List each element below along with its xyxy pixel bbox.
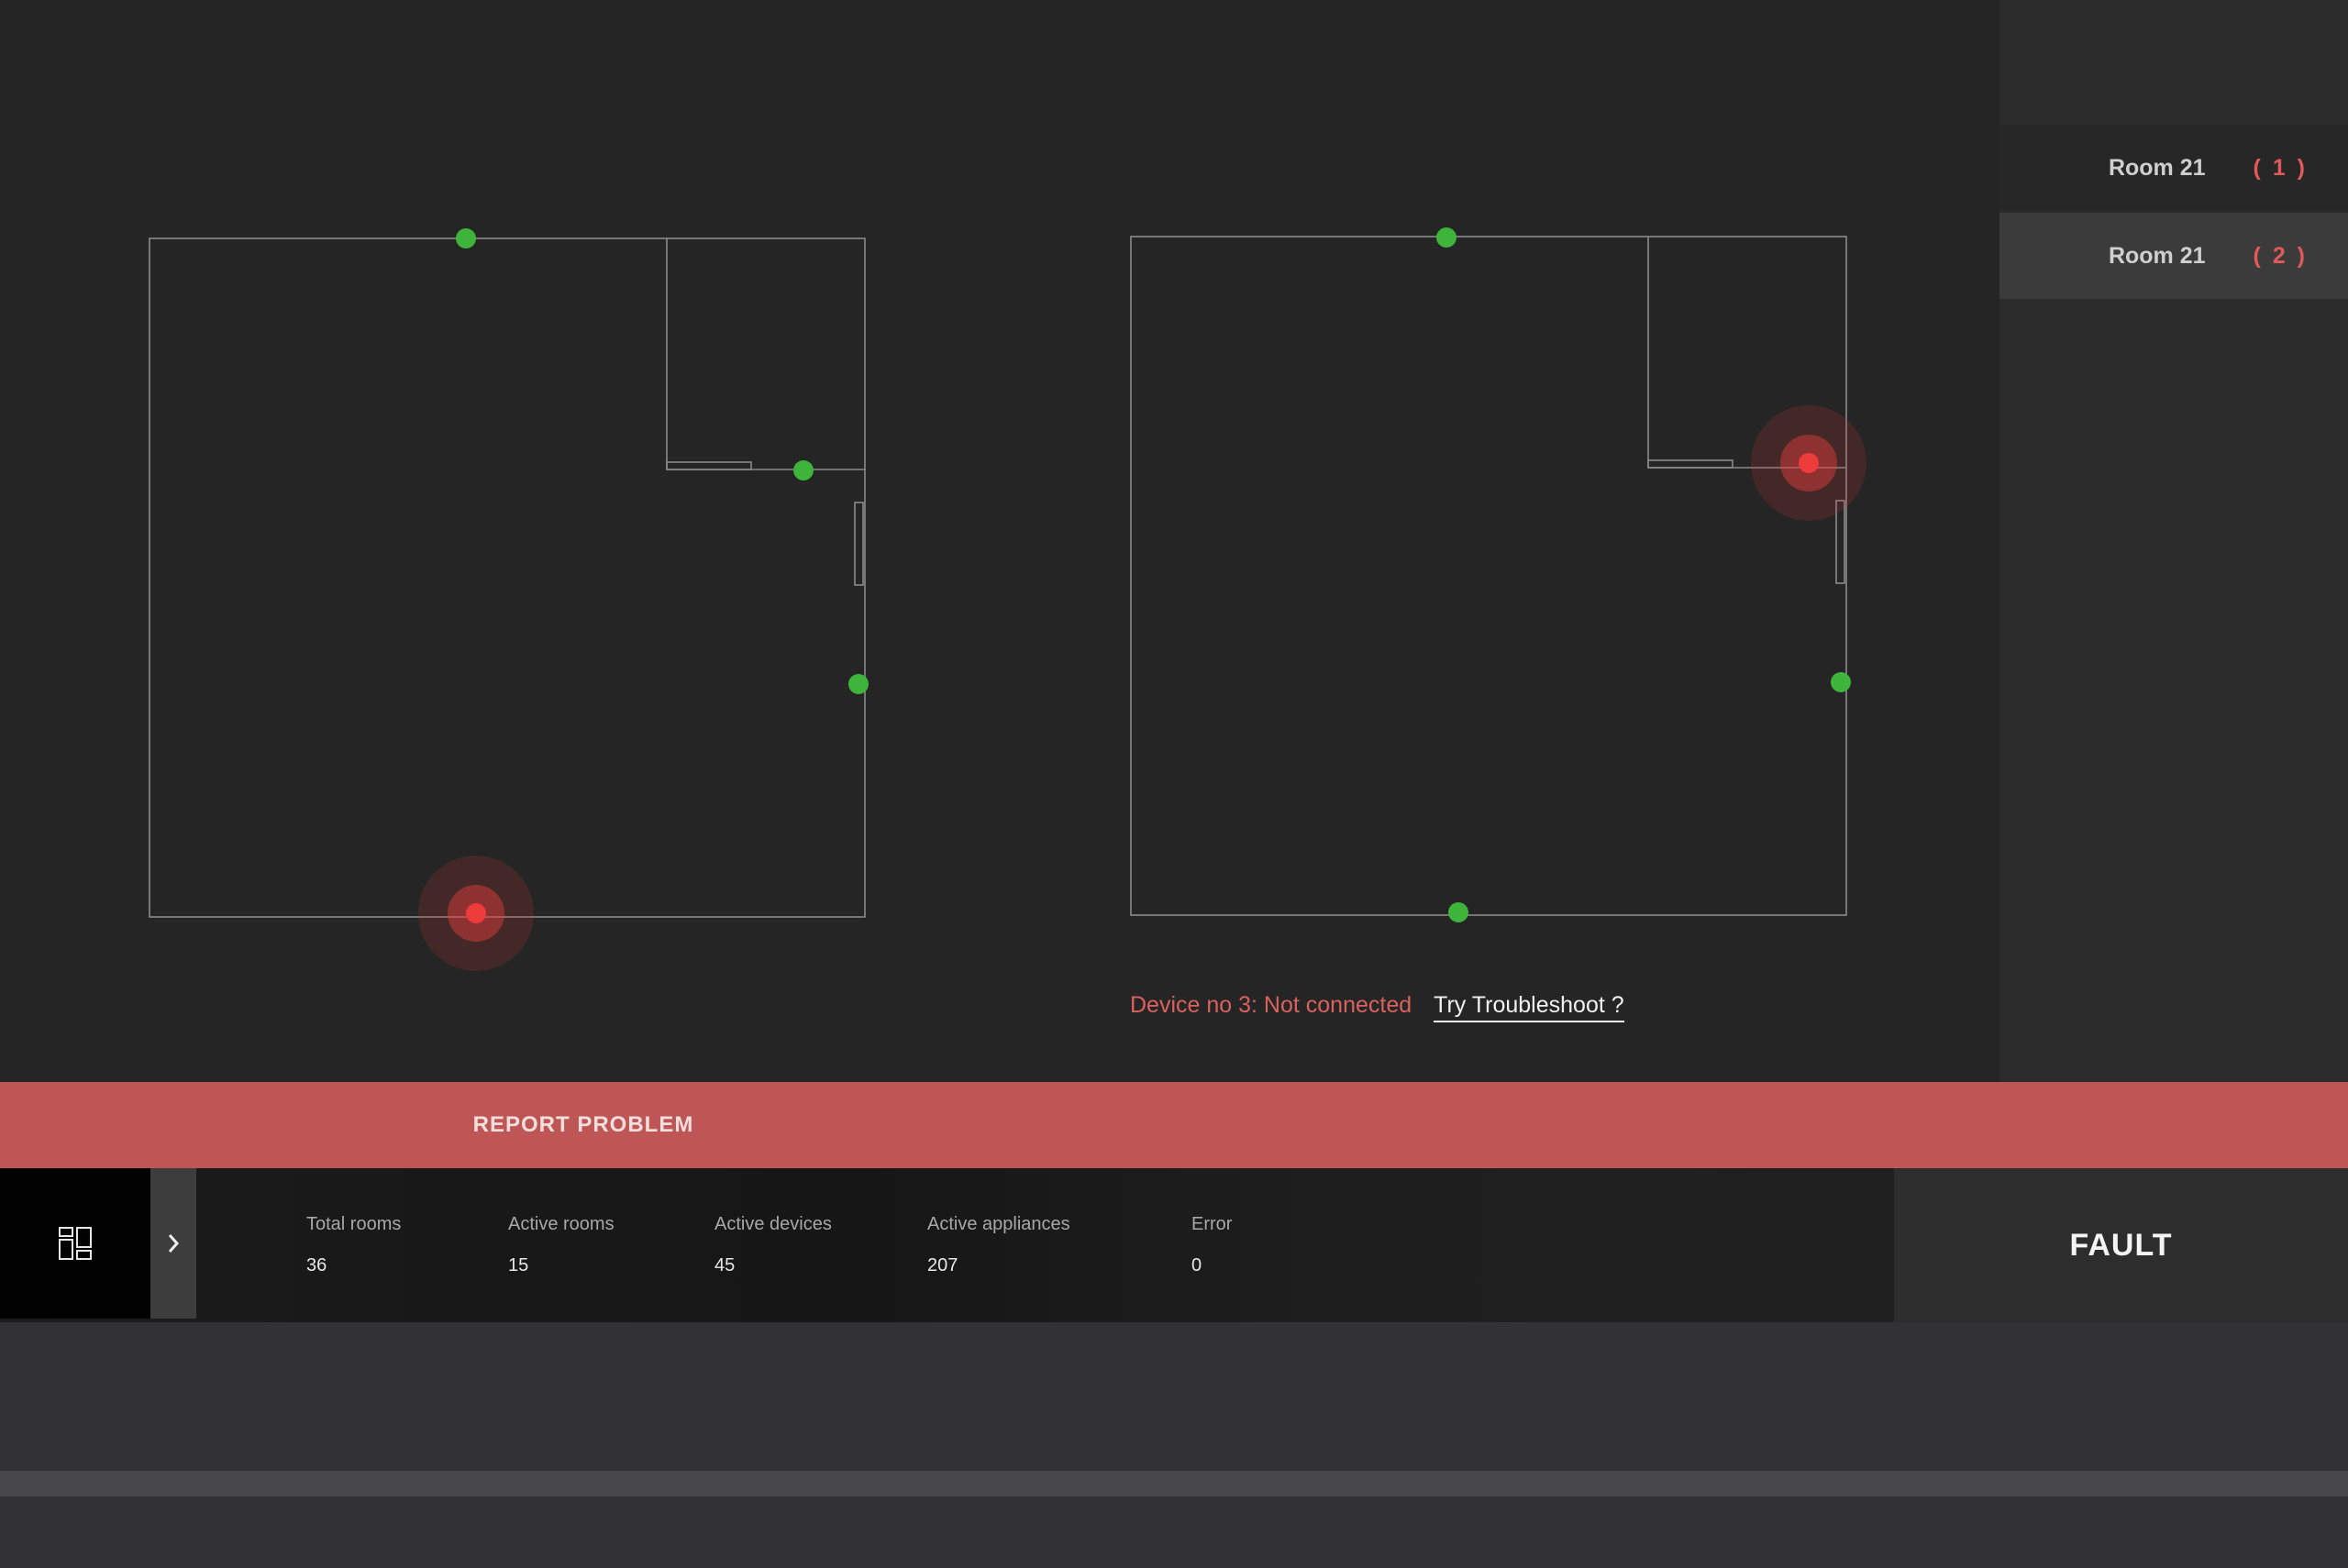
device-connected-dot[interactable]	[1436, 227, 1456, 248]
window-frame	[854, 502, 864, 586]
stat-value: 36	[306, 1255, 327, 1275]
stat-label: Active devices	[714, 1214, 832, 1234]
chevron-right-icon	[168, 1234, 180, 1253]
stat-active-rooms: Active rooms 15	[508, 1214, 615, 1276]
stat-active-appliances: Active appliances 207	[927, 1214, 1070, 1276]
stats-bar: Total rooms 36 Active rooms 15 Active de…	[0, 1168, 1894, 1322]
room-name: Room 21	[2108, 242, 2206, 269]
stat-total-rooms: Total rooms 36	[306, 1214, 401, 1276]
fault-status-badge: FAULT	[1894, 1168, 2348, 1322]
divider-strip	[0, 1471, 2348, 1496]
room-alert-count: ( 1 )	[2253, 154, 2308, 181]
dashboard-grid-icon	[59, 1227, 92, 1260]
door-frame	[1647, 459, 1733, 469]
room-name: Room 21	[2108, 154, 2206, 181]
stat-label: Total rooms	[306, 1214, 402, 1234]
room-outline	[149, 237, 866, 918]
room-outline	[1130, 236, 1847, 916]
device-status-line: Device no 3: Not connected Try Troublesh…	[1130, 992, 1624, 1022]
stat-value: 0	[1191, 1255, 1202, 1275]
stat-value: 15	[508, 1255, 529, 1275]
window-frame	[1835, 500, 1845, 584]
report-problem-button[interactable]: REPORT PROBLEM	[0, 1082, 2348, 1168]
floorplan-canvas: Device no 3: Not connected Try Troublesh…	[0, 0, 1999, 1082]
device-connected-dot[interactable]	[848, 674, 869, 694]
stat-value: 45	[714, 1255, 736, 1275]
room-list-item[interactable]: Room 21 ( 1 )	[1999, 125, 2348, 211]
stat-active-devices: Active devices 45	[714, 1214, 832, 1276]
floorplan-room-1	[149, 228, 869, 971]
floorplan-room-2	[1130, 227, 1866, 922]
inner-wall	[666, 238, 865, 470]
device-connected-dot[interactable]	[1448, 902, 1468, 922]
fault-label: FAULT	[2069, 1227, 2173, 1263]
troubleshoot-link[interactable]: Try Troubleshoot ?	[1434, 992, 1624, 1022]
report-problem-label: REPORT PROBLEM	[472, 1112, 694, 1137]
device-connected-dot[interactable]	[456, 228, 476, 248]
device-connected-dot[interactable]	[793, 460, 814, 480]
stat-label: Error	[1191, 1214, 1233, 1234]
expand-sidebar-button[interactable]	[150, 1168, 196, 1319]
device-error-dot[interactable]	[1751, 405, 1866, 521]
door-frame	[666, 461, 752, 470]
room-list-item-selected[interactable]: Room 21 ( 2 )	[1999, 213, 2348, 299]
room-alert-count: ( 2 )	[2253, 242, 2308, 269]
stat-error: Error 0	[1191, 1214, 1232, 1276]
stat-value: 207	[927, 1255, 958, 1275]
stat-label: Active rooms	[508, 1214, 615, 1234]
device-status-message: Device no 3: Not connected	[1130, 992, 1412, 1018]
stat-label: Active appliances	[927, 1214, 1070, 1234]
device-connected-dot[interactable]	[1831, 672, 1851, 692]
device-error-dot[interactable]	[418, 856, 534, 971]
dashboard-button[interactable]	[0, 1168, 150, 1319]
room-list-panel: Room 21 ( 1 ) Room 21 ( 2 )	[1999, 0, 2348, 1082]
